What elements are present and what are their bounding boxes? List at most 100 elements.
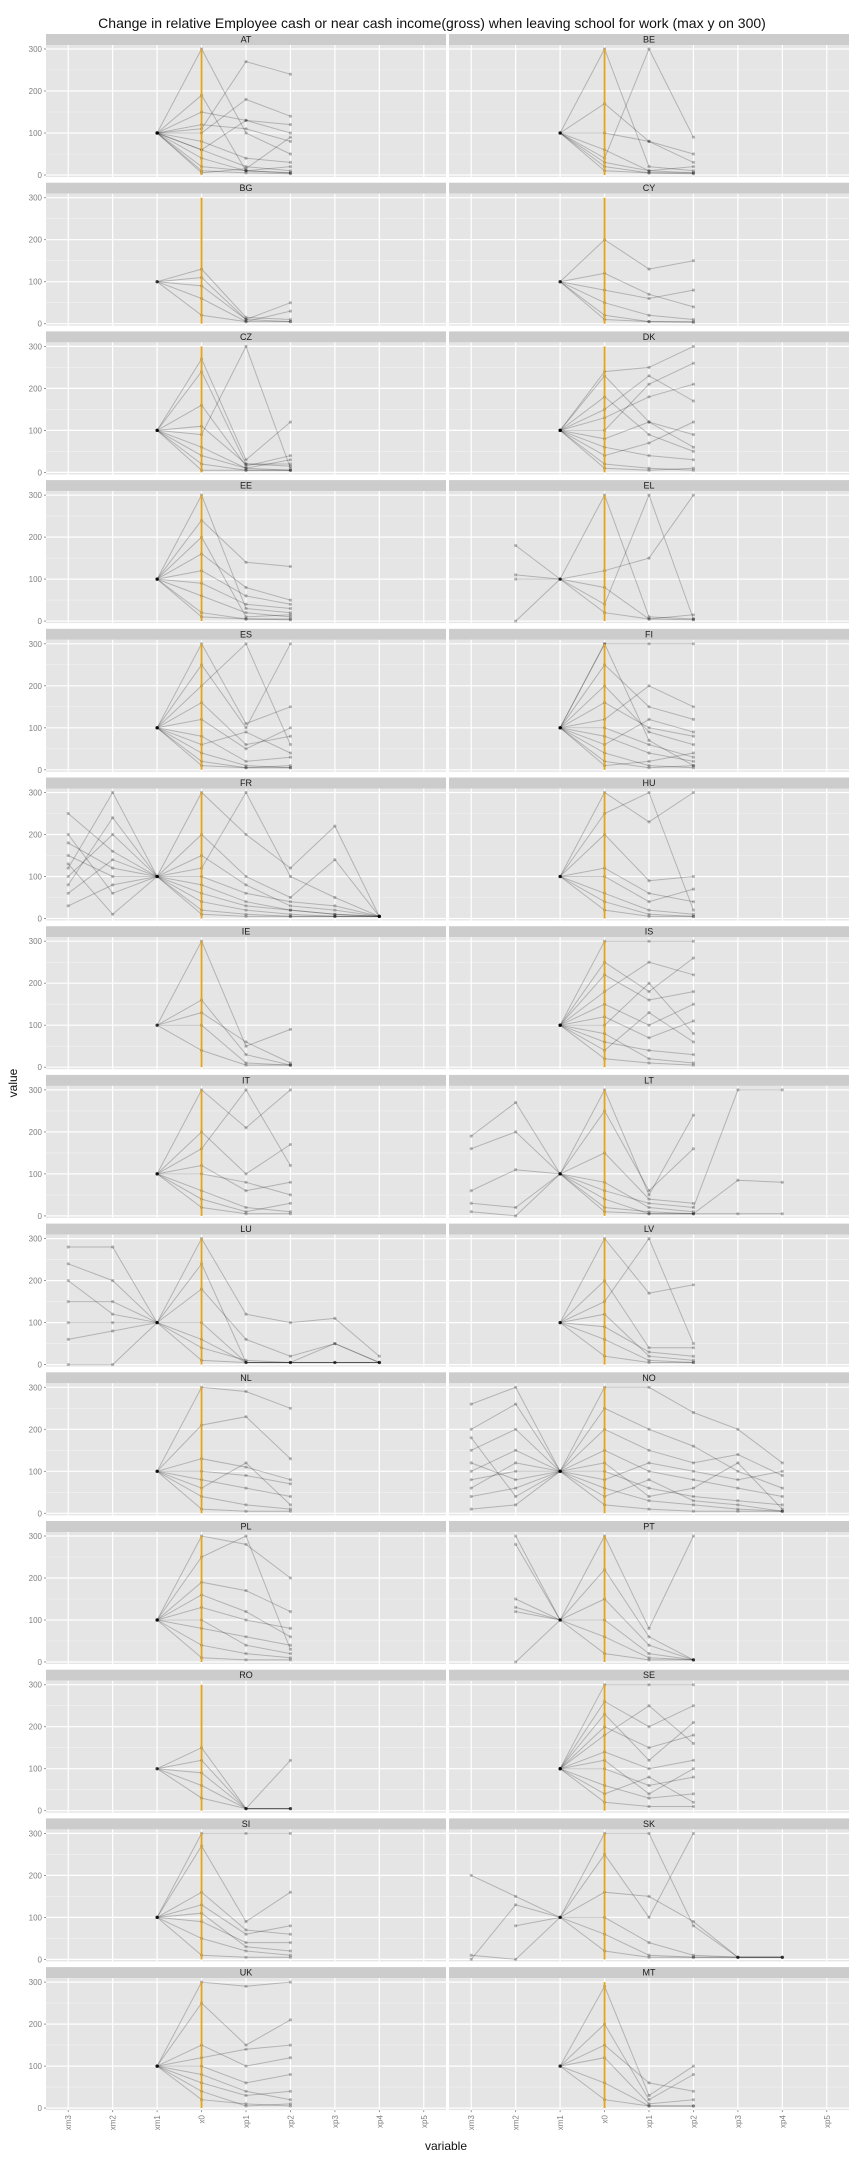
data-point [558, 131, 562, 135]
series-line [156, 2065, 291, 2097]
data-point [647, 960, 651, 964]
data-point [244, 900, 248, 904]
data-point [558, 1469, 562, 1473]
data-point [244, 1534, 248, 1538]
data-point [111, 874, 115, 879]
data-point [244, 2104, 248, 2108]
y-tick-label: 200 [29, 1425, 43, 1434]
panel-strip [46, 1818, 446, 1830]
data-point [514, 1100, 518, 1105]
data-point [691, 730, 696, 734]
panel-strip [46, 1074, 446, 1086]
panel-ee: EE 0 100 200 300 [29, 480, 446, 626]
data-point [155, 1023, 159, 1027]
data-point [244, 169, 248, 173]
data-point [244, 611, 248, 615]
data-point [333, 824, 337, 828]
data-point [647, 296, 651, 301]
series-line [559, 1173, 783, 1215]
panel-strip [449, 1967, 849, 1979]
data-point [736, 1088, 740, 1092]
data-point [647, 1469, 651, 1473]
x-tick-label: xp2 [689, 2115, 698, 2128]
data-point [288, 606, 293, 611]
data-point [514, 1503, 518, 1507]
series-line [157, 132, 291, 163]
data-point [691, 1478, 696, 1482]
panel-strip-label: NO [642, 1373, 656, 1383]
data-point [691, 1741, 696, 1746]
series-line [559, 281, 694, 323]
data-point [514, 1542, 518, 1546]
data-point [333, 858, 337, 862]
series-line [156, 1024, 291, 1066]
data-point [558, 726, 562, 730]
y-tick-label: 300 [29, 1383, 43, 1392]
data-point [288, 320, 293, 324]
data-point [288, 904, 293, 908]
data-point [155, 577, 159, 581]
data-point [155, 1023, 159, 1027]
data-point [377, 1360, 381, 1365]
data-point [469, 1147, 473, 1151]
y-axis-title: value [6, 1068, 20, 1097]
series-line [471, 1386, 783, 1473]
data-point [244, 1172, 248, 1176]
panel-strip-label: DK [643, 332, 656, 342]
data-point [155, 2064, 159, 2068]
data-point [558, 131, 562, 135]
data-point [244, 1955, 248, 1959]
data-point [736, 1212, 740, 1216]
series-line [559, 833, 694, 882]
data-point [288, 1163, 293, 1168]
data-point [244, 1807, 248, 1811]
data-point [288, 617, 293, 621]
data-point [514, 1605, 518, 1609]
data-point [244, 1473, 248, 1478]
panel-cy: CY [449, 182, 849, 326]
panel-lt: LT [449, 1074, 849, 1218]
data-point [244, 131, 248, 135]
panel-ie: IE 0 100 200 300 [29, 926, 446, 1072]
data-point [155, 131, 159, 135]
data-point [514, 1610, 518, 1614]
series-line [559, 1322, 694, 1363]
series-line [156, 1535, 291, 1621]
data-point [514, 577, 518, 581]
data-point [244, 914, 248, 919]
data-point [155, 577, 159, 581]
data-point [66, 1321, 70, 1325]
series-line [471, 1173, 694, 1217]
panel-strip [449, 926, 849, 938]
data-point [288, 1360, 293, 1365]
panel-strip [449, 628, 849, 640]
data-point [244, 1807, 248, 1811]
series-line [156, 1386, 291, 1472]
data-point [333, 1360, 337, 1365]
series-line [67, 816, 380, 917]
data-point [155, 1618, 159, 1622]
y-tick-label: 0 [38, 1212, 43, 1221]
data-point [558, 1469, 562, 1473]
data-point [691, 1346, 696, 1350]
series-line [470, 1832, 783, 1958]
panel-dk: DK [449, 331, 849, 475]
series-line [559, 1917, 783, 1958]
data-point [558, 726, 562, 730]
y-tick-label: 200 [29, 1128, 43, 1137]
x-tick-label: xp5 [823, 2115, 832, 2128]
data-point [647, 615, 651, 619]
data-point [691, 790, 696, 795]
data-point [647, 441, 651, 445]
data-point [155, 131, 159, 135]
data-point [66, 832, 70, 837]
data-point [155, 577, 159, 581]
series-line [470, 1904, 783, 1960]
data-point [111, 858, 115, 862]
data-point [66, 904, 70, 908]
data-point [469, 1201, 473, 1205]
x-tick-label: xm1 [153, 2115, 162, 2131]
data-point [155, 1172, 159, 1176]
data-point [155, 428, 159, 432]
panel-strip-label: FI [645, 629, 653, 639]
